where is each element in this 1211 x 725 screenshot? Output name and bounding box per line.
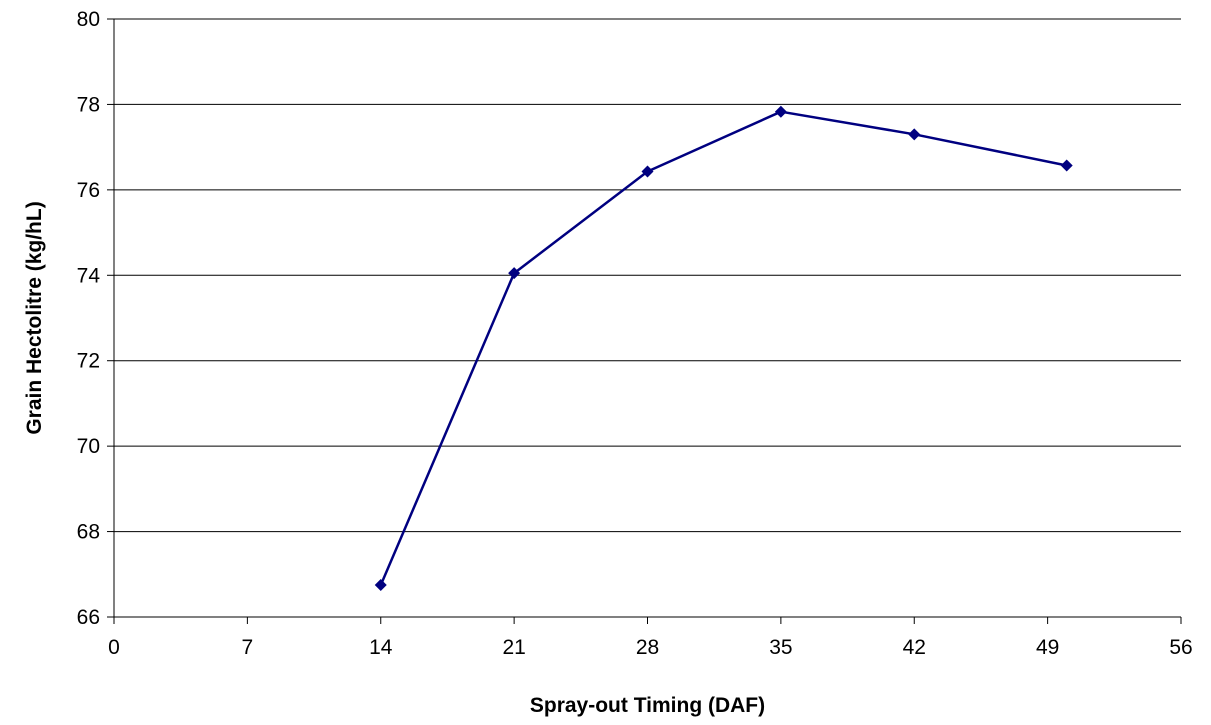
data-point-21: [508, 267, 521, 280]
y-tick-label-76: 76: [77, 179, 100, 202]
gridlines: [114, 18, 1181, 618]
x-tick-label-49: 49: [1036, 636, 1059, 659]
x-tick-label-21: 21: [502, 636, 525, 659]
x-tick-label-14: 14: [369, 636, 393, 659]
x-tick-label-28: 28: [636, 636, 659, 659]
y-tick-label-70: 70: [77, 435, 100, 458]
y-tick-label-68: 68: [77, 521, 100, 544]
data-point-28: [641, 165, 654, 178]
x-tick-label-35: 35: [769, 636, 792, 659]
data-point-42: [908, 128, 921, 141]
data-point-50: [1060, 159, 1073, 172]
axes: [107, 18, 1182, 624]
x-tick-label-0: 0: [108, 636, 120, 659]
x-axis-title: Spray-out Timing (DAF): [530, 694, 765, 717]
x-tick-label-7: 7: [242, 636, 254, 659]
y-tick-label-80: 80: [77, 8, 100, 31]
series-line-0: [379, 110, 1067, 586]
data-point-14: [374, 578, 387, 591]
tick-labels: 66 68 70 72 74 76 78 80 0 7 14 21 28 35 42 49 56: [77, 8, 1193, 659]
y-axis-title: Grain Hectolitre (kg/hL): [23, 201, 46, 434]
series-group: [374, 105, 1073, 591]
x-tick-label-56: 56: [1169, 636, 1192, 659]
y-tick-label-74: 74: [77, 264, 101, 287]
x-tick-label-42: 42: [903, 636, 926, 659]
data-point-35: [774, 105, 787, 118]
y-tick-label-66: 66: [77, 606, 100, 629]
y-tick-label-72: 72: [77, 350, 100, 373]
y-tick-label-78: 78: [77, 93, 100, 116]
